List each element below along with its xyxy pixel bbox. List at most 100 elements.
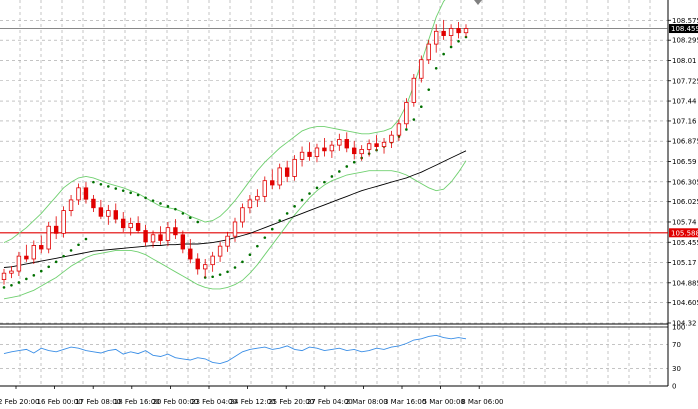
candle-body [180,234,186,250]
candle-body [314,147,320,157]
candle-body [247,199,253,209]
sar-dot [62,254,65,258]
sar-dot [181,212,185,215]
sar-dot [121,189,125,192]
candle-body [91,198,96,209]
candle-body [68,199,74,211]
candle-body [329,144,335,152]
y-tick-label: 107.16 [672,117,697,125]
x-tick-label: 24 Feb 12:00 [230,398,276,406]
candle-body [404,102,409,125]
sar-dot [32,274,36,277]
y-tick-label: 105.74 [672,218,697,226]
sar-dot [92,180,95,184]
sar-dot [211,275,214,279]
candle-body [195,258,200,270]
sar-dot [196,220,200,224]
candle-body [381,141,387,147]
y-tick-label: 106.59 [672,158,697,166]
candle-body [173,227,178,236]
candle-body [202,264,208,270]
candle-body [337,139,342,146]
current-price-label-bg [669,24,698,34]
sar-dot [226,270,229,274]
y-tick-label: 104.605 [672,299,698,307]
y-tick-label: 108.295 [672,37,698,45]
sar-dot [293,205,296,208]
candle-body [374,143,379,147]
candle-body [158,234,163,241]
sar-dot [203,276,207,279]
sar-dot [69,249,73,252]
candle-body [456,28,461,34]
sar-dot [405,128,408,131]
candle-body [396,123,402,136]
sar-dot [129,191,132,195]
candle-body [217,245,223,257]
sar-dot [338,170,341,173]
sar-dot [330,175,334,178]
candle-body [9,270,14,274]
y-tick-label: 108.01 [672,57,697,65]
candle-body [433,30,439,45]
candle-body [128,222,133,229]
candle-body [255,195,260,201]
candle-body [299,151,305,160]
sar-dot [300,198,304,202]
candle-body [188,248,193,260]
candle-body [448,28,454,36]
candle-body [277,167,282,186]
sar-dot [345,165,349,168]
upper-band-line [3,0,446,244]
candle-body [210,255,215,266]
candle-body [46,225,51,250]
x-tick-label: 2 Mar 08:00 [345,398,387,406]
osc-y-tick-label: 30 [672,365,681,373]
sar-dot [159,202,162,205]
candle-body [39,245,44,250]
x-tick-label: 27 Feb 04:00 [307,398,353,406]
candle-body [441,30,446,36]
sar-dot [2,286,6,289]
x-tick-label: 23 Feb 04:00 [191,398,237,406]
candle-body [240,207,245,223]
sar-dot [99,182,103,186]
candle-body [106,210,111,217]
sar-dot [285,212,289,215]
sar-dot [315,186,319,190]
candle-body [262,180,268,197]
lower-band-line [3,160,467,300]
sar-dot [233,266,237,269]
sar-dot [256,244,259,248]
oscillator-line [3,334,467,365]
candle-body [419,59,424,79]
sar-dot [47,265,51,269]
candle-body [426,43,431,61]
candle-body [53,225,59,234]
sar-dot [136,193,140,197]
y-tick-label: 104.32 [672,320,697,328]
sar-dot [84,237,88,241]
candle-body [366,143,372,150]
sar-dot [218,273,222,276]
y-tick-label: 108.575 [672,17,698,25]
x-tick-label: 20 Feb 00:00 [152,398,198,406]
y-tick-label: 105.17 [672,259,697,267]
sar-dot [77,243,80,247]
horizontal-level-label-bg [669,228,698,238]
candle-body [135,222,141,231]
sar-dot [263,236,267,239]
sar-dot [54,260,58,264]
sar-dot [323,180,326,184]
sar-dot [427,88,431,91]
sar-dot [449,45,453,49]
candle-body [463,28,469,34]
x-tick-label: 25 Feb 20:00 [268,398,314,406]
candle-body [307,151,312,157]
sar-dot [278,219,282,222]
sar-dot [39,269,43,273]
candle-body [270,180,275,186]
sar-dot [434,66,438,70]
sar-dot [114,187,118,190]
